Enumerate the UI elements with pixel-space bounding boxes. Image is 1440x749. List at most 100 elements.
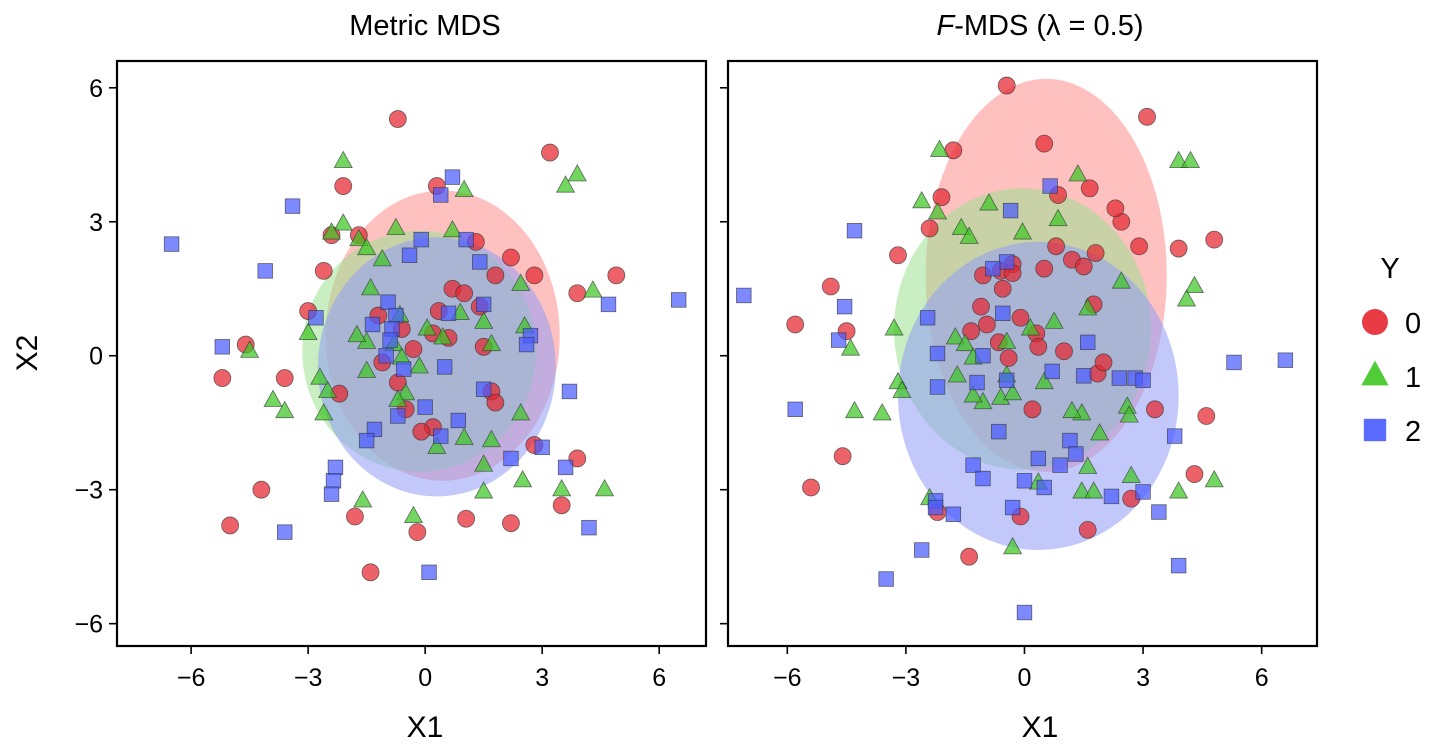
point-group-1	[481, 429, 502, 448]
panel-title-metric-mds: Metric MDS	[349, 10, 500, 42]
point-group-0	[1197, 407, 1216, 425]
point-group-0	[455, 284, 474, 303]
panel-f-mds: F-MDS (λ = 0.5) −6 −3 0 3 6 X1	[720, 10, 1319, 744]
point-group-2	[1076, 368, 1092, 384]
point-group-2	[1080, 334, 1096, 351]
x-tick-label: 6	[1255, 664, 1269, 692]
point-group-2	[503, 450, 519, 467]
point-group-2	[1004, 499, 1021, 516]
x-tick-label: 3	[1136, 664, 1150, 692]
point-group-2	[1166, 428, 1183, 444]
point-group-0	[334, 177, 353, 195]
point-group-1	[481, 333, 502, 352]
point-group-0	[607, 266, 626, 285]
point-group-0	[1106, 199, 1125, 218]
point-group-0	[1035, 134, 1054, 153]
point-group-0	[920, 219, 939, 238]
y-axis-title: X2	[11, 335, 44, 372]
point-group-1	[454, 179, 474, 198]
point-group-1	[333, 150, 353, 169]
point-group-1	[947, 364, 967, 383]
point-group-2	[378, 348, 394, 364]
point-group-2	[1135, 372, 1151, 389]
point-group-2	[380, 294, 396, 310]
point-group-0	[314, 261, 333, 280]
point-group-0	[1078, 520, 1097, 539]
point-group-0	[978, 315, 996, 334]
point-group-1	[1084, 481, 1104, 499]
point-group-0	[457, 509, 476, 528]
point-group-1	[979, 193, 999, 211]
panel-title-rest: -MDS (λ = 0.5)	[954, 10, 1143, 42]
x-tick-label: −6	[773, 664, 802, 692]
x-tick-label: 6	[652, 664, 666, 692]
point-group-1	[474, 311, 494, 329]
point-group-2	[846, 222, 863, 239]
y-tick-label: −3	[74, 477, 103, 505]
point-group-2	[308, 310, 324, 326]
point-group-1	[951, 217, 971, 235]
point-group-2	[444, 169, 461, 185]
point-group-2	[433, 428, 449, 444]
point-group-1	[349, 228, 369, 247]
point-group-1	[991, 387, 1011, 405]
point-group-2	[1016, 604, 1033, 621]
point-group-2	[450, 412, 467, 429]
point-group-1	[552, 478, 572, 497]
point-group-1	[513, 469, 533, 488]
point-group-0	[1086, 244, 1105, 262]
point-group-0	[1047, 237, 1066, 256]
x-axis-title: X1	[407, 711, 444, 744]
point-group-1	[1176, 289, 1197, 307]
y-tick-label: 0	[89, 343, 103, 371]
point-group-2	[975, 348, 991, 364]
point-group-2	[1170, 557, 1187, 574]
point-group-1	[872, 402, 892, 421]
point-group-1	[454, 427, 474, 445]
point-group-2	[436, 359, 453, 375]
point-group-1	[997, 331, 1017, 349]
point-group-1	[1034, 371, 1054, 390]
x-tick-label: −3	[892, 664, 921, 692]
point-group-1	[427, 436, 447, 454]
point-group-0	[213, 369, 232, 387]
point-group-2	[913, 542, 930, 558]
point-group-0	[1185, 465, 1204, 483]
x-tick-label: 0	[1018, 664, 1032, 692]
point-group-0	[1130, 237, 1149, 256]
point-group-2	[388, 307, 404, 324]
point-group-1	[333, 213, 353, 231]
point-group-2	[581, 519, 597, 536]
point-group-2	[325, 473, 342, 489]
point-group-0	[404, 340, 423, 358]
point-group-1	[963, 385, 983, 403]
y-tick-label: −6	[74, 611, 103, 639]
panel-title-f-mds: F-MDS (λ = 0.5)	[936, 10, 1143, 42]
point-group-0	[972, 297, 990, 316]
point-group-2	[998, 372, 1015, 389]
point-group-2	[364, 316, 381, 333]
point-group-1	[1111, 271, 1131, 289]
legend-title: Y	[1380, 253, 1399, 285]
point-group-0	[502, 514, 520, 533]
point-group-2	[1068, 446, 1084, 462]
point-group-1	[403, 505, 424, 524]
point-group-0	[568, 284, 587, 303]
point-group-2	[440, 305, 457, 322]
point-group-2	[736, 287, 752, 304]
point-group-1	[1204, 469, 1224, 488]
point-group-0	[408, 523, 427, 542]
point-group-1	[321, 222, 342, 240]
point-group-2	[919, 310, 936, 326]
point-group-1	[583, 280, 603, 298]
point-group-0	[833, 447, 852, 466]
point-group-1	[433, 327, 453, 345]
point-group-1	[1078, 456, 1098, 474]
legend-items: 0 1 2	[1361, 308, 1421, 448]
point-group-2	[163, 236, 180, 252]
point-group-0	[932, 188, 951, 207]
point-group-2	[214, 339, 231, 355]
point-group-0	[502, 248, 520, 267]
point-group-2	[433, 187, 449, 203]
